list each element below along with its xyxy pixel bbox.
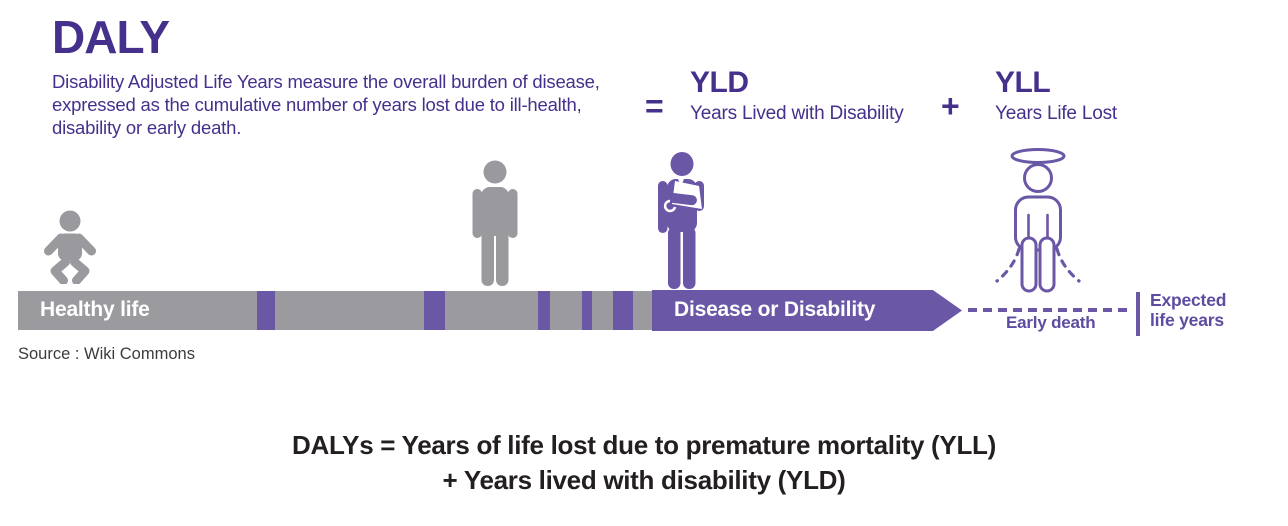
- early-death-dashed-line: [968, 308, 1132, 312]
- healthy-life-bar: Healthy life: [18, 291, 652, 330]
- illness-episode-stripe: [257, 291, 275, 330]
- formula-line-1: DALYs = Years of life lost due to premat…: [292, 430, 996, 460]
- yld-abbr: YLD: [690, 66, 749, 99]
- source-credit: Source : Wiki Commons: [18, 345, 195, 363]
- healthy-life-label: Healthy life: [40, 298, 150, 321]
- description-line-2: expressed as the cumulative number of ye…: [52, 94, 582, 115]
- illness-episode-stripe: [613, 291, 633, 330]
- injured-person-icon: [658, 152, 704, 289]
- plus-sign: +: [941, 88, 960, 124]
- daly-description: Disability Adjusted Life Years measure t…: [52, 70, 600, 139]
- deceased-angel-icon: [995, 148, 1081, 293]
- description-line-1: Disability Adjusted Life Years measure t…: [52, 71, 600, 92]
- yld-term: YLD Years Lived with Disability: [690, 66, 904, 125]
- illness-episode-stripe: [538, 291, 550, 330]
- disease-disability-label: Disease or Disability: [674, 298, 876, 321]
- daly-formula: DALYs = Years of life lost due to premat…: [0, 428, 1288, 498]
- early-death-label: Early death: [1006, 313, 1096, 332]
- baby-icon: [44, 210, 96, 284]
- page-title: DALY: [52, 11, 170, 63]
- adult-person-icon: [472, 160, 518, 286]
- formula-line-2: + Years lived with disability (YLD): [442, 465, 846, 495]
- yll-term: YLL Years Life Lost: [995, 66, 1117, 125]
- yll-abbr: YLL: [995, 66, 1051, 99]
- expected-life-years-label: Expected life years: [1150, 290, 1227, 330]
- expected-life-divider: [1136, 292, 1140, 336]
- yll-label: Years Life Lost: [995, 103, 1117, 124]
- equals-sign: =: [645, 88, 664, 124]
- yld-label: Years Lived with Disability: [690, 103, 904, 124]
- description-line-3: disability or early death.: [52, 117, 242, 138]
- illness-episode-stripe: [424, 291, 445, 330]
- disease-disability-arrow: Disease or Disability: [652, 290, 962, 331]
- illness-episode-stripe: [582, 291, 592, 330]
